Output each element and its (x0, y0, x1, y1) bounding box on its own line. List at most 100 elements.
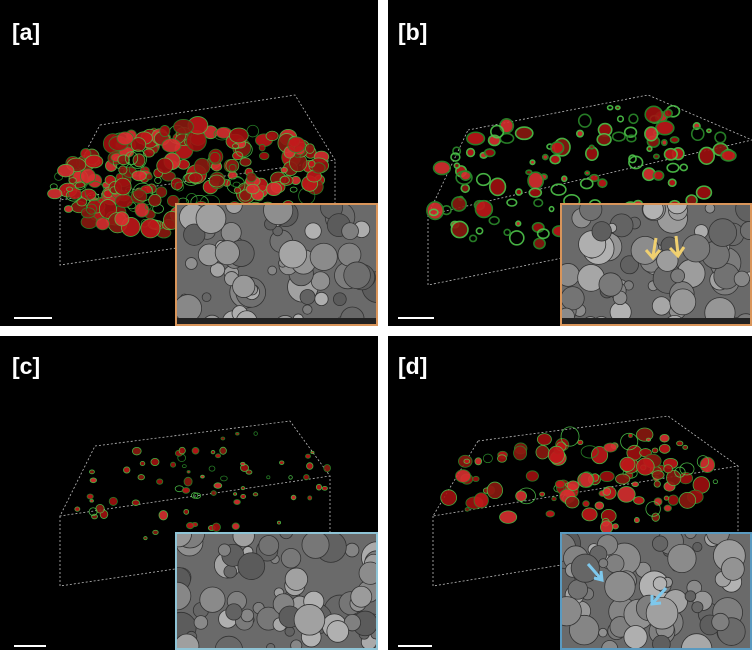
cell (618, 487, 635, 503)
cell (322, 486, 327, 490)
panel-label: [d] (398, 353, 427, 379)
cell (652, 448, 658, 453)
cell (210, 152, 220, 163)
cell (279, 461, 283, 465)
particle (310, 243, 337, 270)
cell (707, 129, 711, 132)
cell (516, 189, 522, 195)
cell (461, 184, 469, 192)
cell (240, 158, 251, 166)
cell (143, 149, 154, 157)
particle (241, 609, 254, 622)
sem-inset (163, 519, 392, 650)
cell (475, 458, 482, 465)
cell (233, 493, 236, 496)
sem-image (163, 519, 392, 650)
particle (668, 544, 696, 572)
cell (550, 155, 560, 164)
cell (516, 127, 533, 139)
cell (632, 482, 639, 487)
cell (451, 221, 468, 237)
cell (597, 134, 611, 145)
cell (146, 174, 152, 180)
sem-inset (551, 194, 752, 336)
cell (311, 451, 314, 453)
cell (474, 493, 488, 508)
cell (530, 160, 535, 164)
cell (123, 467, 129, 473)
cell (138, 475, 145, 480)
cell (89, 470, 94, 474)
particle (215, 241, 239, 265)
cell (182, 487, 190, 493)
particle (238, 553, 265, 580)
cell (683, 445, 688, 449)
cell (500, 511, 517, 523)
particle (652, 536, 667, 551)
cell (487, 482, 502, 499)
cell (552, 497, 557, 501)
cell (115, 195, 133, 208)
particle (224, 565, 237, 578)
cell (613, 524, 619, 529)
cell (115, 212, 129, 226)
cell (595, 502, 604, 509)
cell (266, 131, 278, 141)
cell (159, 511, 168, 520)
cell (324, 464, 331, 471)
cell (646, 438, 650, 441)
particle (303, 305, 312, 314)
particle (200, 587, 225, 612)
cell (434, 161, 451, 174)
cell (214, 483, 222, 489)
cell (637, 458, 655, 475)
cell (75, 507, 80, 511)
particle (345, 543, 359, 557)
sem-inset (174, 195, 393, 336)
cell (677, 441, 683, 446)
cell (115, 178, 132, 195)
cell (536, 446, 549, 459)
cell (229, 128, 248, 143)
particle (311, 272, 330, 291)
cell (664, 496, 669, 500)
cell (699, 147, 714, 164)
sem-image (545, 521, 752, 650)
cell (589, 145, 594, 148)
particle (671, 269, 685, 283)
cell (220, 447, 227, 454)
cell (455, 470, 470, 483)
cell (516, 221, 521, 226)
cell (67, 187, 73, 191)
cell (645, 106, 662, 122)
cell (221, 437, 225, 440)
cell (540, 492, 545, 496)
cell (526, 170, 532, 174)
cell (194, 158, 210, 174)
cell (697, 186, 712, 199)
particle (327, 621, 349, 643)
particle (342, 223, 359, 240)
cell (92, 514, 98, 519)
cell (266, 182, 281, 195)
cell (620, 457, 635, 471)
particle (712, 613, 729, 630)
panel: [a] (0, 0, 393, 336)
particle (359, 562, 381, 584)
cell (652, 471, 664, 480)
cell (465, 508, 469, 512)
cell (616, 106, 620, 109)
cell (232, 144, 238, 149)
cell (174, 119, 194, 134)
particle (268, 266, 277, 275)
cell (90, 478, 97, 483)
particle (709, 219, 737, 247)
cell (654, 481, 660, 487)
cell (721, 150, 736, 161)
cell (132, 447, 141, 455)
cell (132, 171, 146, 181)
particle (670, 289, 696, 315)
particle (561, 287, 584, 310)
particle (652, 297, 670, 315)
cell (291, 495, 296, 500)
